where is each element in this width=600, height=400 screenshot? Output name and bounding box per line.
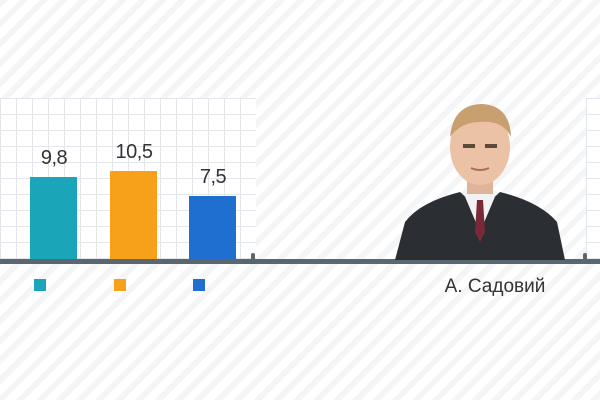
x-axis-line bbox=[0, 259, 600, 264]
bar bbox=[110, 170, 157, 259]
person-name: А. Садовий bbox=[444, 276, 546, 297]
bar bbox=[189, 196, 236, 259]
bar bbox=[30, 176, 77, 259]
next-chart-grid bbox=[586, 98, 600, 260]
axis-tick bbox=[251, 253, 255, 260]
legend-swatch bbox=[34, 279, 46, 291]
axis-tick bbox=[583, 253, 587, 260]
person-photo bbox=[395, 104, 565, 260]
bar-value-label: 10,5 bbox=[115, 140, 153, 163]
legend-swatch bbox=[114, 279, 126, 291]
bar-value-label: 7,5 bbox=[199, 166, 227, 188]
legend-swatch bbox=[193, 279, 205, 291]
bar-value-label: 9,8 bbox=[40, 146, 68, 169]
